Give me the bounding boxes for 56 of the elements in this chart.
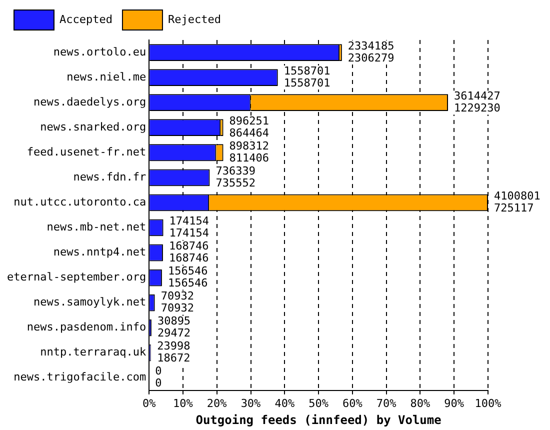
annotation: 23998	[157, 340, 190, 353]
annotation: 174154	[169, 226, 210, 240]
x-tick-label: 30%	[240, 396, 262, 410]
x-tick-label: 50%	[308, 396, 329, 410]
annotation: 735552	[216, 176, 256, 190]
annotation: 18672	[157, 352, 190, 365]
annotation: 30895	[157, 314, 191, 328]
annotation: 736339	[216, 164, 256, 178]
legend-label: Accepted	[60, 12, 112, 26]
annotation: 3614427	[454, 89, 500, 102]
annotation: 896251	[229, 114, 270, 128]
x-axis-title: Outgoing feeds (innfeed) by Volume	[196, 412, 442, 427]
y-tick-label: news.fdn.fr	[73, 170, 146, 184]
annotation: 2334185	[348, 39, 394, 52]
y-tick-label: news.trigofacile.com	[14, 370, 146, 384]
annotation: 70932	[160, 302, 194, 315]
annotation: 864464	[229, 126, 270, 140]
annotation: 811406	[229, 151, 270, 164]
annotation: 1558701	[284, 64, 330, 78]
x-tick-label: 100%	[474, 396, 502, 410]
y-tick-label: news.nntp4.net	[53, 246, 146, 259]
annotation: 1229230	[454, 101, 500, 114]
x-tick-label: 10%	[173, 396, 194, 410]
annotation: 0	[155, 364, 162, 378]
x-tick-label: 80%	[410, 396, 431, 410]
annotation: 29472	[157, 326, 191, 340]
y-tick-label: news.samoylyk.net	[33, 296, 146, 309]
y-tick-label: feed.usenet-fr.net	[26, 145, 146, 158]
annotation: 156546	[168, 264, 208, 278]
y-tick-label: eternal-september.org	[6, 270, 146, 284]
annotation: 174154	[169, 214, 210, 228]
annotation: 898312	[229, 139, 270, 152]
annotation: 1558701	[284, 76, 330, 90]
x-tick-label: 20%	[206, 396, 228, 410]
x-tick-label: 40%	[274, 396, 295, 410]
y-tick-label: news.daedelys.org	[33, 95, 146, 108]
y-tick-label: nut.utcc.utoronto.ca	[14, 196, 146, 209]
annotation: 0	[155, 376, 162, 390]
annotation: 156546	[168, 276, 208, 290]
y-tick-label: news.niel.me	[66, 70, 146, 84]
annotation: 4100801	[494, 190, 540, 203]
y-tick-label: news.snarked.org	[40, 120, 146, 134]
annotation: 168746	[168, 252, 209, 265]
x-tick-label: 0%	[142, 396, 156, 410]
x-tick-label: 90%	[444, 396, 464, 410]
y-tick-label: news.pasdenom.info	[26, 320, 146, 334]
y-tick-label: nntp.terraraq.uk	[40, 346, 146, 359]
annotation: 168746	[168, 240, 209, 253]
legend-label: Rejected	[168, 12, 221, 26]
x-tick-label: 70%	[376, 396, 397, 410]
annotation: 2306279	[348, 51, 394, 64]
annotation: 725117	[494, 202, 534, 215]
y-tick-label: news.mb-net.net	[46, 220, 146, 234]
x-tick-label: 60%	[342, 396, 363, 410]
y-tick-label: news.ortolo.eu	[53, 45, 146, 58]
annotation: 70932	[160, 290, 194, 303]
